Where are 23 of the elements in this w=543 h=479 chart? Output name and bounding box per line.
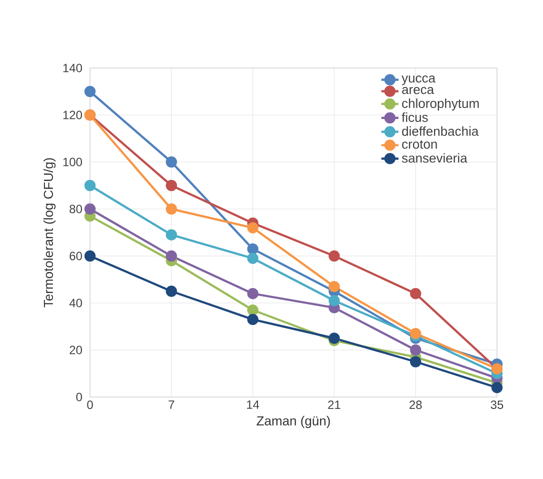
x-tick-label: 21 <box>328 400 340 409</box>
y-tick-label: 20 <box>70 346 82 354</box>
x-tick-label: 0 <box>87 400 93 410</box>
legend-label: croton <box>402 140 437 149</box>
y-axis-title: Termotolerant (log CFU/g) <box>43 158 56 308</box>
legend-label: dieffenbachia <box>402 126 479 136</box>
x-tick-label: 35 <box>490 400 504 410</box>
legend-label: areca <box>402 86 434 94</box>
y-tick-label: 80 <box>70 204 82 214</box>
y-tick-label: 100 <box>63 158 82 166</box>
y-tick-label: 40 <box>69 298 82 308</box>
legend-label: yucca <box>402 75 436 86</box>
legend-label: chlorophytum <box>402 98 479 111</box>
x-tick-label: 14 <box>247 400 260 409</box>
y-tick-label: 60 <box>70 252 82 260</box>
legend-label: ficus <box>402 112 428 122</box>
x-axis-title: Zaman (gün) <box>256 416 330 428</box>
legend-label: sansevieria <box>402 153 468 163</box>
x-tick-label: 7 <box>168 400 174 409</box>
y-tick-label: 0 <box>76 392 82 402</box>
y-tick-label: 140 <box>63 64 82 72</box>
x-tick-label: 28 <box>410 400 422 410</box>
y-tick-label: 120 <box>63 110 82 120</box>
